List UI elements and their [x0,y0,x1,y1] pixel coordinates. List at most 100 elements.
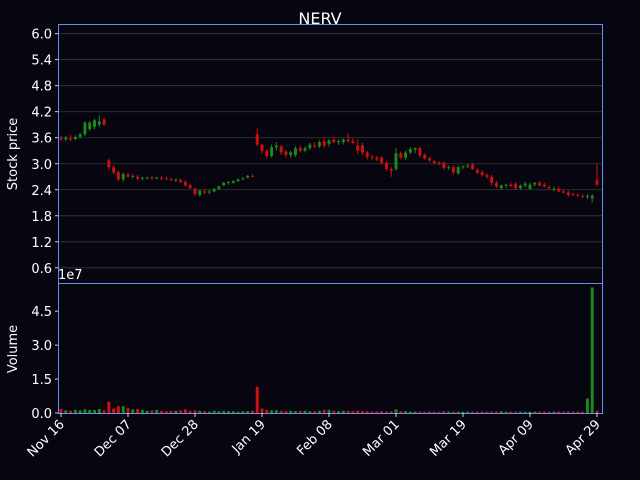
volume-bar [528,411,532,413]
volume-bar [188,410,192,413]
candle-body [451,167,455,173]
candle-body [418,148,422,156]
volume-bar [571,411,575,413]
volume-bar [217,411,221,413]
candle-body [107,160,111,168]
volume-bar [313,411,317,413]
candle-body [533,182,537,185]
volume-bar [442,411,446,413]
volume-bar [418,411,422,413]
candle-body [174,179,178,181]
volume-bar [566,411,570,413]
candle-body [499,185,503,189]
x-tick-label: Nov 16 [25,417,68,460]
volume-bar [88,409,92,413]
candle-body [145,177,149,179]
volume-bar [126,408,130,413]
candle-body [279,146,283,153]
price-tick-label: 3.6 [31,132,52,147]
volume-tick-label: 3.0 [31,339,52,354]
candle-body [590,195,594,199]
candle-body [227,181,230,183]
volume-bar [279,410,283,413]
volume-bar [552,411,556,413]
candle-body [380,157,384,163]
volume-bar [399,411,403,413]
price-y-axis: 0.6 1.2 1.8 2.4 3.0 3.6 4.2 4.8 5.4 6.0 [31,28,59,277]
price-tick-label: 5.4 [31,54,52,69]
candle-body [408,149,412,153]
volume-bar [428,411,431,413]
volume-bar [212,410,216,413]
volume-bar [351,411,355,413]
candle-body [351,141,355,143]
volume-bar [107,401,111,413]
x-tick-label: Dec 28 [159,417,202,460]
candle-body [294,148,297,156]
candle-body [270,147,274,156]
candle-body [116,172,120,180]
candle-body [88,122,92,130]
volume-axes-frame [58,283,603,414]
candle-body [193,188,197,195]
candle-body [64,137,68,140]
candle-body [255,134,259,145]
candle-body [78,134,82,137]
candle-body [356,145,360,151]
volume-bar [255,386,259,413]
volume-bar [337,411,341,413]
x-tick-label: Dec 07 [92,417,135,460]
volume-bar [222,410,226,413]
candle-body [69,138,73,140]
candle-body [274,145,278,148]
candle-body [428,158,431,161]
candle-body [112,167,116,173]
candle-body [303,148,307,151]
volume-bar [246,411,250,413]
candle-body [523,183,527,186]
volume-bar [131,409,135,413]
price-grid [59,33,602,269]
candle-body [375,157,379,160]
volume-bar [413,411,417,413]
x-tick-label: Feb 08 [294,417,336,459]
volume-bar [499,411,503,413]
x-tick-label: Jan 19 [229,417,269,457]
volume-bar [447,411,451,413]
candle-body [437,162,441,164]
volume-bar [64,410,68,413]
candle-body [341,139,345,143]
candle-body [413,148,417,150]
volume-bar [69,410,73,413]
volume-panel: 0.0 1.5 3.0 4.5 1e7 Volume [6,268,603,422]
candle-body [595,180,599,185]
candle-body [217,186,221,189]
volume-bar [164,411,168,413]
volume-bar [308,411,312,413]
volume-bar [533,411,537,413]
volume-bar [270,410,274,413]
volume-bar [207,411,211,413]
volume-bar [437,411,441,413]
candle-body [542,184,546,187]
volume-bar [389,411,393,413]
volume-bar [404,411,408,413]
price-tick-label: 4.2 [31,106,52,121]
candle-body [576,194,580,196]
volume-bar [59,408,63,413]
candle-body [475,169,479,173]
volume-bar [121,406,125,413]
chart-title: NERV [298,9,341,28]
volume-bar [495,411,498,413]
candle-body [93,120,96,127]
volume-bar [241,411,245,413]
candle-body [289,152,293,156]
volume-bar [102,410,106,413]
volume-tick-label: 4.5 [31,305,52,320]
candle-body [552,188,556,190]
candle-body [370,156,374,158]
volume-bar [136,408,140,413]
candle-body [557,188,561,192]
volume-bar [97,408,101,413]
